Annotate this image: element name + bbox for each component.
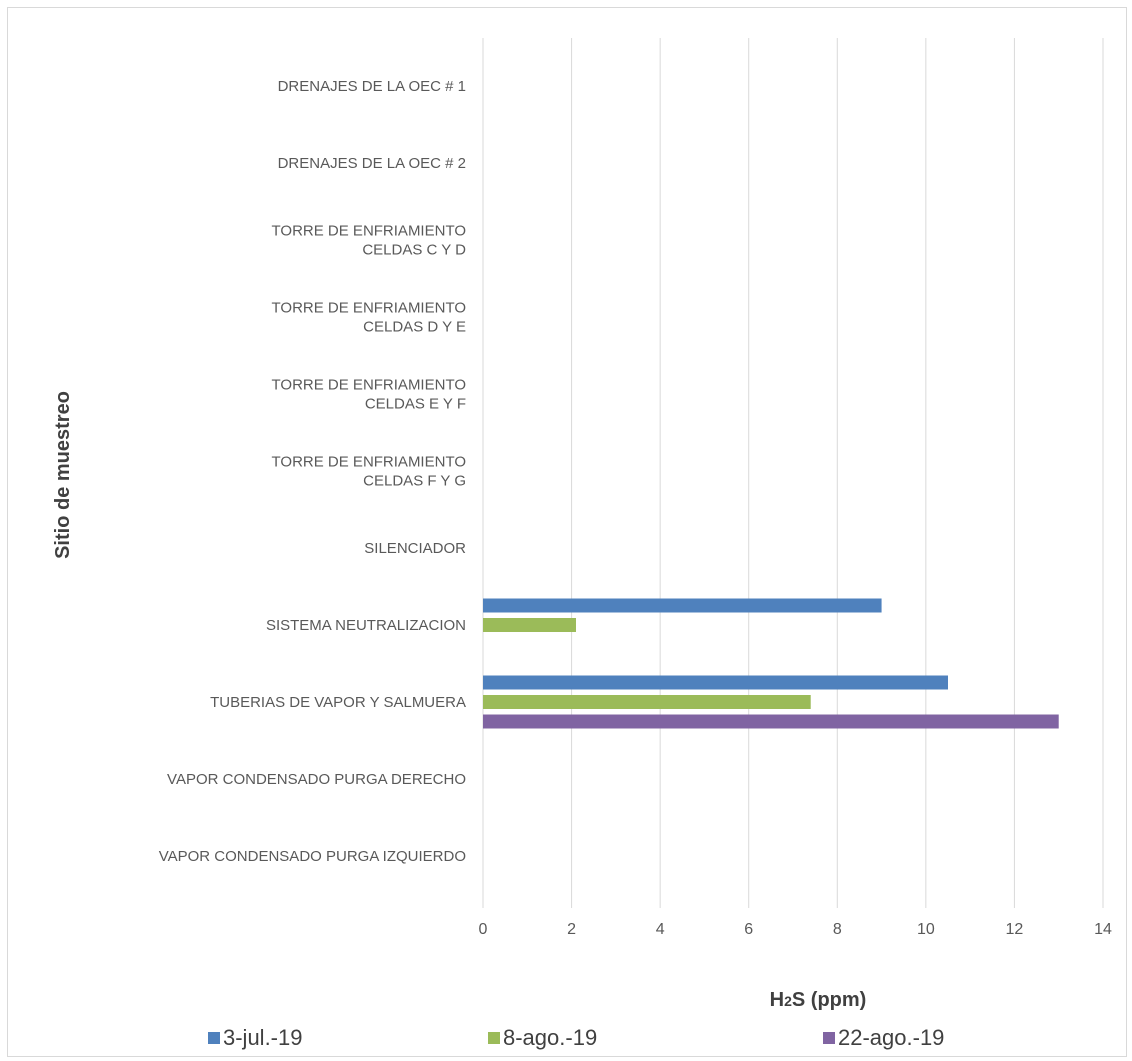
x-tick-label: 14 — [1094, 921, 1112, 938]
bar-8-ago.-19 — [483, 618, 576, 632]
category-label: SILENCIADOR — [364, 540, 466, 557]
bar-22-ago.-19 — [483, 714, 1059, 729]
chart-frame: DRENAJES DE LA OEC # 1 DRENAJES DE LA OEC… — [7, 7, 1127, 1057]
x-tick-label: 6 — [744, 921, 753, 938]
category-label: TORRE DE ENFRIAMIENTO — [272, 223, 466, 240]
bar-3-jul.-19 — [483, 598, 882, 613]
legend-item: 3-jul.-19 — [208, 1025, 302, 1050]
category-label: CELDAS F Y G — [363, 473, 466, 490]
category-label: TUBERIAS DE VAPOR Y SALMUERA — [210, 694, 466, 711]
legend-swatch — [488, 1032, 500, 1044]
gridlines — [482, 38, 1104, 908]
legend-item: 22-ago.-19 — [823, 1025, 944, 1050]
legend-item: 8-ago.-19 — [488, 1025, 597, 1050]
x-tick-label: 4 — [656, 921, 665, 938]
category-label: SISTEMA NEUTRALIZACION — [266, 617, 466, 634]
category-label: VAPOR CONDENSADO PURGA DERECHO — [167, 771, 466, 788]
legend-label: 8-ago.-19 — [503, 1025, 597, 1050]
bar-chart: DRENAJES DE LA OEC # 1 DRENAJES DE LA OEC… — [52, 38, 1112, 1050]
legend-label: 22-ago.-19 — [838, 1025, 944, 1050]
x-tick-labels: 0 2 4 6 8 10 12 14 — [479, 921, 1112, 938]
y-axis-title: Sitio de muestreo — [52, 391, 74, 559]
category-labels: DRENAJES DE LA OEC # 1 DRENAJES DE LA OEC… — [159, 78, 466, 865]
category-label: CELDAS E Y F — [365, 396, 466, 413]
category-label: CELDAS C Y D — [362, 242, 466, 259]
legend-swatch — [208, 1032, 220, 1044]
legend-label: 3-jul.-19 — [223, 1025, 302, 1050]
category-label: TORRE DE ENFRIAMIENTO — [272, 377, 466, 394]
x-tick-label: 2 — [567, 921, 576, 938]
legend-swatch — [823, 1032, 835, 1044]
bar-8-ago.-19 — [483, 695, 811, 709]
x-axis-title: H2S (ppm) — [770, 989, 867, 1011]
bars — [483, 598, 1059, 729]
category-label: TORRE DE ENFRIAMIENTO — [272, 300, 466, 317]
x-tick-label: 12 — [1006, 921, 1024, 938]
category-label: DRENAJES DE LA OEC # 1 — [278, 78, 466, 95]
category-label: TORRE DE ENFRIAMIENTO — [272, 454, 466, 471]
x-tick-label: 0 — [479, 921, 488, 938]
legend: 3-jul.-19 8-ago.-19 22-ago.-19 — [208, 1025, 944, 1050]
x-tick-label: 10 — [917, 921, 935, 938]
category-label: CELDAS D Y E — [363, 319, 466, 336]
category-label: VAPOR CONDENSADO PURGA IZQUIERDO — [159, 848, 466, 865]
x-tick-label: 8 — [833, 921, 842, 938]
bar-3-jul.-19 — [483, 675, 948, 690]
category-label: DRENAJES DE LA OEC # 2 — [278, 155, 466, 172]
